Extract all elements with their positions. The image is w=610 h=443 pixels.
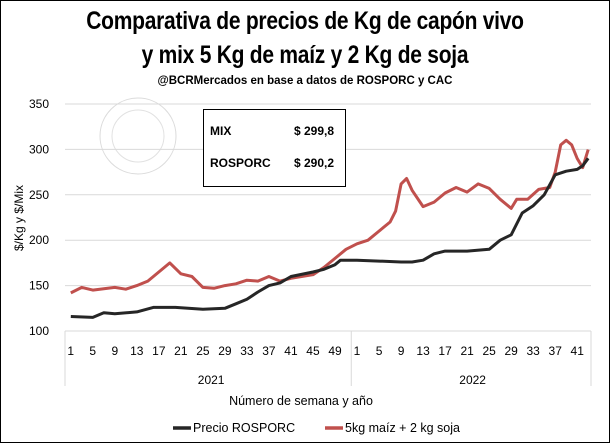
y-tick-label: 250 [29, 188, 49, 202]
watermark-seal [99, 97, 177, 175]
x-tick-label: 17 [438, 344, 452, 358]
x-tick-label: 49 [328, 344, 342, 358]
x-tick-label: 17 [152, 344, 166, 358]
value-annotation-box: MIX $ 299,8 ROSPORC $ 290,2 [203, 109, 346, 187]
y-tick-label: 100 [29, 324, 49, 338]
x-tick-label: 21 [460, 344, 474, 358]
chart-title-line2: y mix 5 Kg de maíz y 2 Kg de soja [141, 41, 469, 69]
x-axis-title: Número de semana y año [229, 394, 373, 408]
year-label: 2021 [198, 373, 225, 387]
rosporc-label: ROSPORC [210, 156, 271, 170]
legend-label: Precio ROSPORC [193, 421, 295, 435]
x-tick-label: 5 [376, 344, 383, 358]
series-line-mix [70, 138, 590, 295]
x-tick-label: 13 [416, 344, 430, 358]
series-line-rosporc [70, 157, 590, 319]
rosporc-value: $ 290,2 [294, 156, 335, 170]
x-tick-label: 9 [398, 344, 405, 358]
y-axis-title: $/Kg y $/Mix [12, 185, 26, 251]
x-tick-label: 29 [218, 344, 232, 358]
x-tick-label: 25 [482, 344, 496, 358]
x-tick-label: 33 [527, 344, 541, 358]
legend-label: 5kg maíz + 2 kg soja [345, 421, 460, 435]
x-tick-label: 1 [354, 344, 361, 358]
x-tick-label: 37 [549, 344, 563, 358]
mix-value: $ 299,8 [294, 124, 335, 138]
x-tick-label: 37 [262, 344, 276, 358]
x-tick-label: 33 [240, 344, 254, 358]
y-tick-label: 150 [29, 279, 49, 293]
year-label: 2022 [459, 373, 486, 387]
y-tick-label: 300 [29, 142, 49, 156]
x-tick-label: 29 [504, 344, 518, 358]
y-tick-label: 350 [29, 97, 49, 111]
x-tick-label: 5 [89, 344, 96, 358]
x-tick-label: 41 [571, 344, 585, 358]
x-tick-label: 13 [130, 344, 144, 358]
x-tick-label: 25 [196, 344, 210, 358]
x-tick-label: 1 [67, 344, 74, 358]
y-tick-label: 200 [29, 233, 49, 247]
x-tick-label: 45 [306, 344, 320, 358]
mix-label: MIX [210, 124, 232, 138]
x-tick-label: 9 [111, 344, 118, 358]
chart-subtitle: @BCRMercados en base a datos de ROSPORC … [157, 75, 453, 87]
x-tick-label: 41 [284, 344, 298, 358]
x-tick-label: 21 [174, 344, 188, 358]
chart-title: Comparativa de precios de Kg de capón vi… [86, 7, 524, 35]
